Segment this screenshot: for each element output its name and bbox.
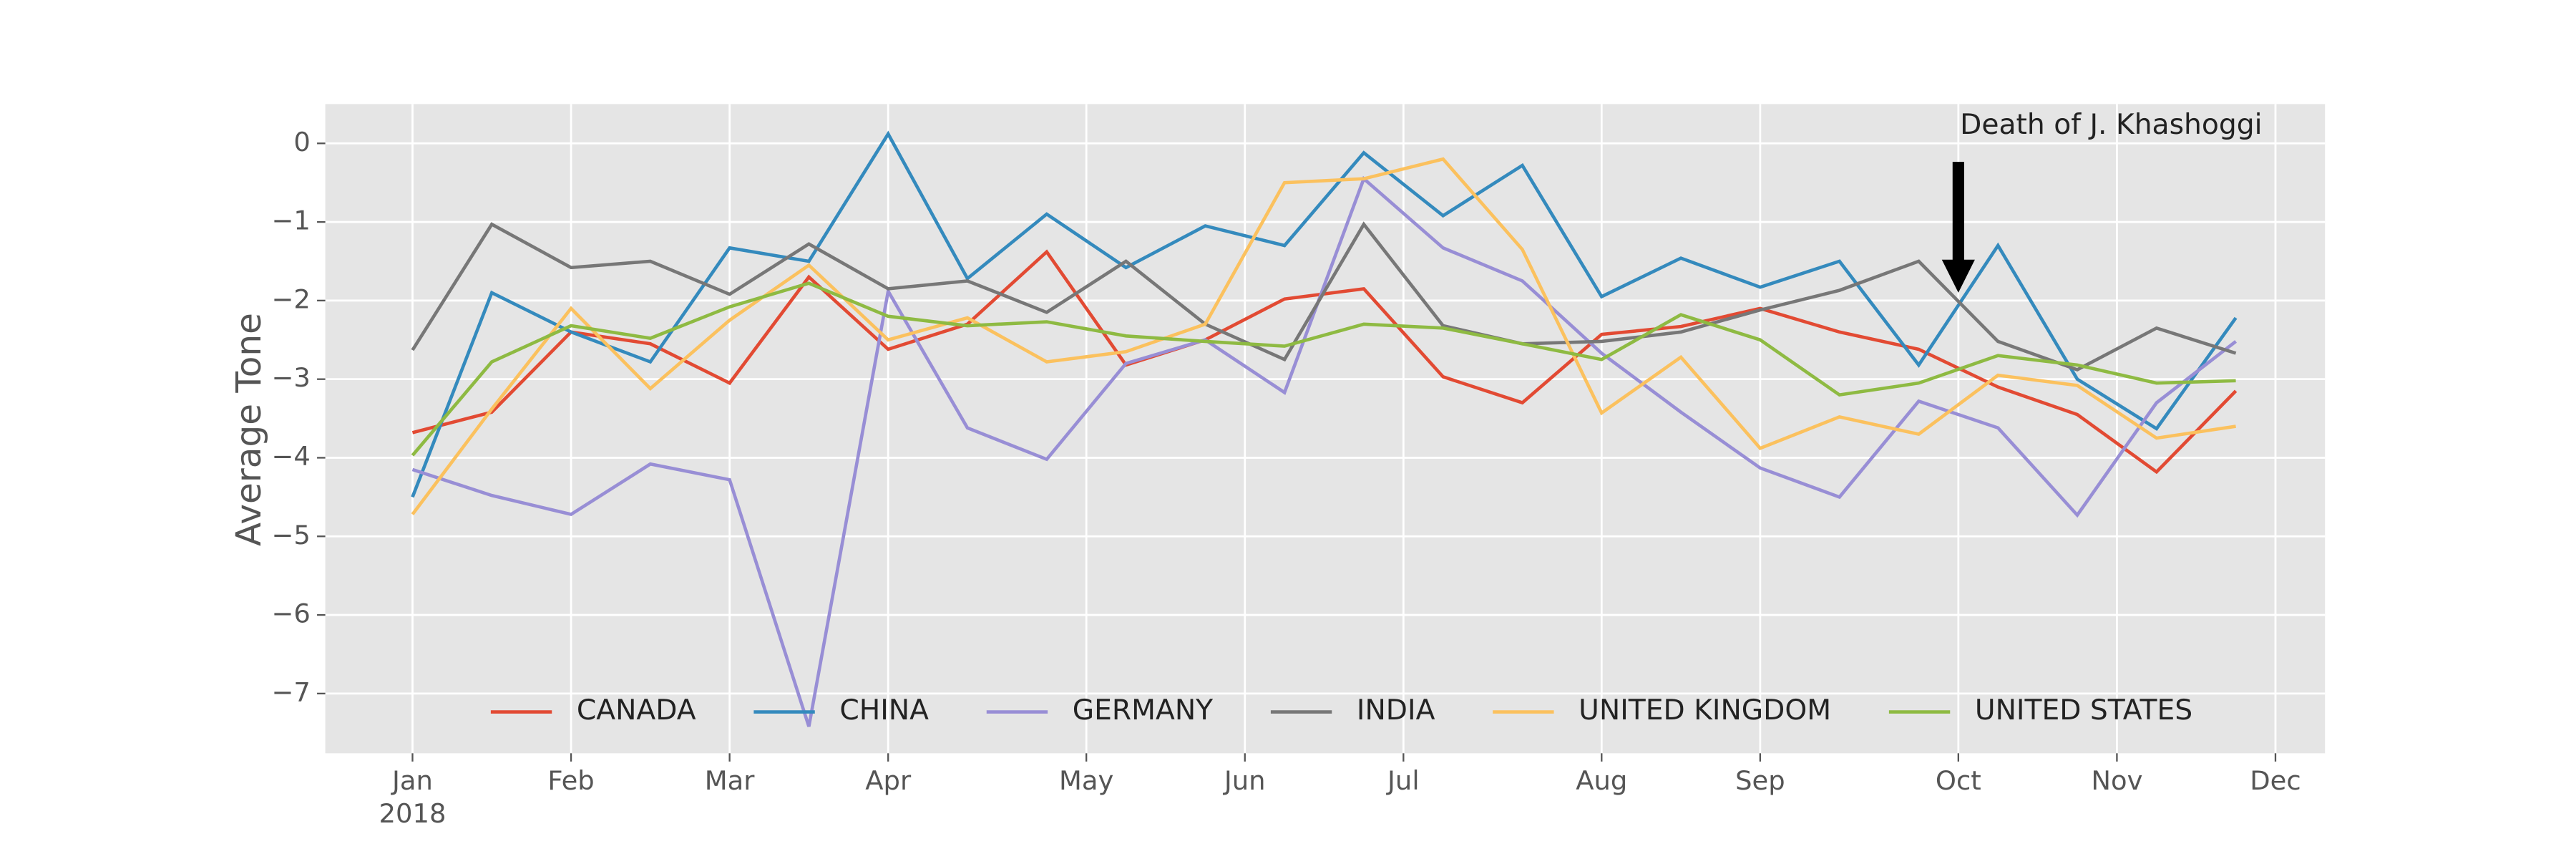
annotation-text: Death of J. Khashoggi [1960,109,2262,141]
legend: CANADA CHINA GERMANY INDIA UNITED KINGDOM UNI… [490,694,2192,727]
y-axis-label: Average Tone [229,313,269,546]
x-tick-label: Aug [1576,765,1627,796]
y-tick-label: −5 [271,520,310,550]
x-tick-label: Nov [2091,765,2142,796]
line-series [411,221,2237,372]
x-tick-label: Feb [547,765,594,796]
legend-label: INDIA [1357,694,1435,727]
y-tick-label: −3 [271,362,310,393]
x-tick-label: Apr [865,765,912,796]
x-tick-label: Sep [1735,765,1785,796]
line-series [411,281,2236,457]
y-tick-label: −2 [271,283,310,314]
x-tick-label: Jul [1386,765,1420,796]
y-tick-label: −6 [271,598,310,629]
legend-label: GERMANY [1073,694,1214,727]
annotation-arrowhead [1941,259,1975,293]
line-series [411,175,2238,727]
line-series [411,157,2236,515]
x-tick-label: Mar [705,765,755,796]
x-tick-label: Jan 2018 [379,765,447,829]
x-tick-label: Oct [1936,765,1981,796]
y-tick-label: −1 [271,205,310,236]
legend-label: UNITED KINGDOM [1579,694,1831,727]
legend-label: CHINA [839,694,929,727]
line-series [411,130,2238,498]
x-tick-label: Jun [1223,765,1266,796]
y-tick-label: −4 [271,441,310,472]
x-tick-label: May [1059,765,1113,796]
legend-label: CANADA [577,694,696,727]
x-tick-label: Dec [2250,765,2301,796]
legend-label: UNITED STATES [1975,694,2192,727]
y-tick-label: 0 [293,127,310,157]
y-tick-label: −7 [271,676,310,707]
plot-area [325,104,2326,754]
